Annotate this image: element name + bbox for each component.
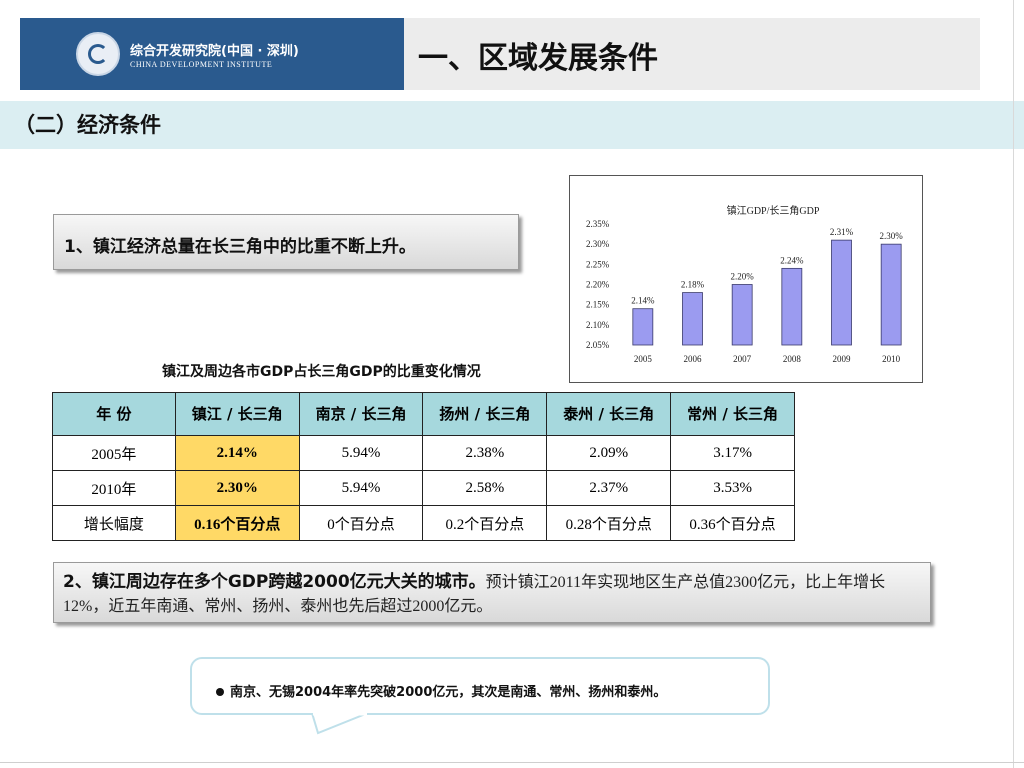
table-cell: 0.28个百分点: [546, 505, 672, 541]
slide-title: 一、区域发展条件: [418, 41, 658, 76]
chart-bar: [682, 292, 703, 346]
table-cell: 增长幅度: [52, 505, 176, 541]
chart-bar: [831, 239, 852, 346]
x-tick-label: 2008: [783, 354, 802, 364]
callout-text-row: 南京、无锡2004年率先突破2000亿元，其次是南通、常州、扬州和泰州。: [216, 681, 666, 700]
table-header-row: 年 份 镇江 / 长三角 南京 / 长三角 扬州 / 长三角 泰州 / 长三角 …: [52, 392, 795, 436]
y-tick-label: 2.15%: [586, 300, 610, 310]
bar-value-label: 2.20%: [731, 272, 755, 282]
chart-bar: [632, 308, 654, 346]
bar-value-label: 2.14%: [631, 296, 655, 306]
table-header-cell: 扬州 / 长三角: [422, 392, 548, 436]
section-band: [0, 101, 1024, 149]
chart-title: 镇江GDP/长三角GDP: [727, 204, 820, 217]
y-tick-label: 2.30%: [586, 239, 610, 249]
table-cell: 2.58%: [422, 470, 548, 506]
section-title: （二）经济条件: [14, 113, 161, 137]
bar-value-label: 2.30%: [880, 231, 904, 241]
table-row: 2005年 2.14% 5.94% 2.38% 2.09% 3.17%: [52, 435, 795, 471]
callout-text: 南京、无锡2004年率先突破2000亿元，其次是南通、常州、扬州和泰州。: [230, 685, 667, 700]
table-title: 镇江及周边各市GDP占长三角GDP的比重变化情况: [162, 364, 481, 380]
page-right-border: [1013, 0, 1014, 768]
page-bottom-border: [0, 762, 1024, 763]
y-tick-label: 2.05%: [586, 340, 610, 350]
table-cell: 2005年: [52, 435, 176, 471]
gdp-share-table: 年 份 镇江 / 长三角 南京 / 长三角 扬州 / 长三角 泰州 / 长三角 …: [52, 392, 795, 541]
table-row: 2010年 2.30% 5.94% 2.58% 2.37% 3.53%: [52, 470, 795, 506]
table-cell: 2010年: [52, 470, 176, 506]
callout-tail-icon: [311, 713, 369, 735]
x-tick-label: 2006: [684, 354, 703, 364]
table-cell: 5.94%: [298, 470, 424, 506]
logo-chinese-name: 综合开发研究院(中国 · 深圳): [130, 44, 299, 59]
bar-value-label: 2.18%: [681, 280, 705, 290]
point2-box: 2、镇江周边存在多个GDP跨越2000亿元大关的城市。预计镇江2011年实现地区…: [53, 562, 931, 623]
logo-emblem-icon: [76, 32, 120, 76]
table-cell: 0.2个百分点: [422, 505, 548, 541]
chart-svg: 镇江GDP/长三角GDP 2.35% 2.30% 2.25% 2.20% 2.15% 2.1…: [586, 204, 904, 364]
chart-bar: [880, 243, 902, 346]
y-tick-label: 2.10%: [586, 320, 610, 330]
logo-banner: 综合开发研究院(中国 · 深圳) CHINA DEVELOPMENT INSTI…: [20, 18, 404, 90]
table-cell: 2.38%: [422, 435, 548, 471]
table-cell: 5.94%: [298, 435, 424, 471]
table-cell: 0个百分点: [298, 505, 424, 541]
x-tick-label: 2005: [634, 354, 653, 364]
table-cell: 2.09%: [546, 435, 672, 471]
table-cell: 2.37%: [546, 470, 672, 506]
bullet-icon: [216, 687, 224, 696]
bar-value-label: 2.24%: [780, 255, 804, 265]
logo-english-name: CHINA DEVELOPMENT INSTITUTE: [130, 60, 273, 69]
point1-text: 1、镇江经济总量在长三角中的比重不断上升。: [64, 237, 416, 257]
point1-box: 1、镇江经济总量在长三角中的比重不断上升。: [53, 214, 519, 270]
x-tick-label: 2007: [733, 354, 752, 364]
gdp-share-chart: 镇江GDP/长三角GDP 2.35% 2.30% 2.25% 2.20% 2.15% 2.1…: [569, 175, 923, 383]
table-header-cell: 泰州 / 长三角: [546, 392, 672, 436]
table-row: 增长幅度 0.16个百分点 0个百分点 0.2个百分点 0.28个百分点 0.3…: [52, 505, 795, 541]
point2-lead: 2、镇江周边存在多个GDP跨越2000亿元大关的城市。: [63, 572, 486, 592]
table-cell: 0.36个百分点: [670, 505, 795, 541]
chart-bar: [731, 284, 753, 346]
bar-value-label: 2.31%: [830, 227, 854, 237]
x-tick-label: 2009: [833, 354, 852, 364]
table-cell-highlight: 0.16个百分点: [174, 505, 300, 541]
table-cell: 3.53%: [670, 470, 795, 506]
y-tick-label: 2.20%: [586, 280, 610, 290]
chart-bar: [781, 267, 803, 346]
table-header-cell: 南京 / 长三角: [298, 392, 424, 436]
table-cell-highlight: 2.30%: [174, 470, 300, 506]
table-cell: 3.17%: [670, 435, 795, 471]
x-tick-label: 2010: [882, 354, 901, 364]
y-tick-label: 2.35%: [586, 219, 610, 229]
table-header-cell: 镇江 / 长三角: [174, 392, 300, 436]
table-header-cell: 常州 / 长三角: [670, 392, 795, 436]
table-header-cell: 年 份: [52, 392, 176, 436]
y-tick-label: 2.25%: [586, 259, 610, 269]
point2-text: 2、镇江周边存在多个GDP跨越2000亿元大关的城市。预计镇江2011年实现地区…: [63, 570, 923, 619]
table-cell-highlight: 2.14%: [174, 435, 300, 471]
point2-body: 预计镇江2011年实现地区生产总值2300亿元，比上年增长12%，近五年南通、常…: [63, 574, 886, 615]
callout-box: 南京、无锡2004年率先突破2000亿元，其次是南通、常州、扬州和泰州。: [190, 657, 770, 715]
